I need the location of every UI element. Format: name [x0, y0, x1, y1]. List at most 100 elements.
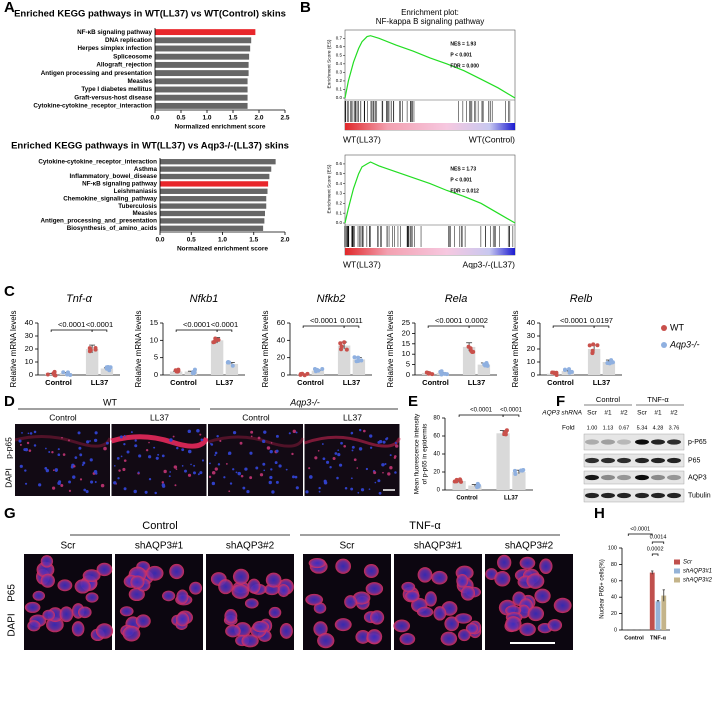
nucleus	[27, 432, 30, 435]
nucleus	[174, 484, 177, 487]
nucleus	[351, 449, 354, 452]
data-dot	[610, 360, 615, 365]
fold-value: 4.28	[653, 425, 664, 431]
nucleus	[271, 490, 275, 494]
nucleus	[62, 453, 66, 456]
nucleus	[322, 457, 326, 461]
nucleus	[378, 491, 382, 495]
y-tick-label: 20	[277, 353, 285, 362]
nucleus	[18, 439, 22, 443]
cell	[146, 565, 164, 581]
y-tick-label: 0.5	[336, 53, 343, 58]
bar	[155, 29, 256, 36]
nucleus	[263, 430, 267, 434]
nucleus	[24, 469, 27, 472]
band	[601, 457, 615, 464]
y-tick-label: 5	[154, 353, 158, 362]
nucleus	[257, 436, 261, 440]
nucleus	[119, 435, 123, 439]
nucleus	[368, 488, 371, 490]
legend-label: shAQP3#1	[683, 569, 712, 575]
nucleus	[74, 456, 78, 459]
y-tick-label: 20	[527, 344, 535, 353]
nucleus	[336, 476, 339, 480]
nucleus	[228, 451, 232, 455]
nucleus	[249, 451, 253, 455]
nucleus	[157, 453, 160, 456]
nucleus	[211, 481, 216, 486]
cell	[460, 585, 476, 601]
nucleus	[262, 462, 266, 466]
bracket	[302, 325, 345, 328]
cell	[128, 587, 145, 602]
bracket	[627, 533, 653, 536]
cell	[95, 623, 114, 639]
data-dot	[521, 468, 526, 473]
data-dot	[65, 372, 70, 377]
y-tick-label: 10	[402, 349, 410, 358]
nucleus	[209, 462, 211, 465]
data-dot	[590, 351, 595, 356]
category-label: Tuberculosis	[118, 203, 157, 210]
bracket	[502, 414, 520, 417]
nucleus	[263, 469, 266, 472]
nucleus	[344, 486, 348, 490]
panel-label: F	[556, 393, 565, 410]
nucleus	[148, 441, 150, 444]
y-tick-label: 20	[433, 470, 440, 476]
bar	[160, 203, 267, 209]
nucleus	[192, 471, 196, 475]
y-tick-label: 10	[527, 357, 535, 366]
bar	[468, 485, 482, 490]
nucleus	[168, 475, 171, 478]
nucleus	[148, 455, 152, 459]
nucleus	[201, 459, 205, 462]
band	[617, 457, 631, 464]
nucleus	[232, 431, 237, 435]
x-tick-label: 0.5	[176, 115, 185, 122]
cell	[231, 584, 250, 599]
chart-title: Relb	[570, 293, 593, 305]
nucleus	[350, 477, 353, 480]
cell	[539, 558, 553, 574]
nucleus	[83, 488, 87, 492]
x-tick-label: 0.0	[155, 237, 164, 244]
nucleus	[337, 449, 340, 452]
data-dot	[512, 468, 517, 473]
data-dot	[595, 343, 600, 348]
cell	[335, 558, 352, 574]
category-label: Inflammatory_bowel_disease	[70, 173, 158, 180]
data-dot	[45, 372, 50, 377]
data-dot	[107, 368, 112, 373]
nucleus	[208, 475, 212, 479]
data-dot	[216, 337, 221, 342]
cell	[252, 620, 270, 633]
annotation: NES = 1.93	[450, 41, 476, 47]
p-value: <0.0001	[211, 320, 238, 329]
p-value: <0.0001	[435, 316, 462, 325]
cell	[169, 563, 185, 580]
nucleus	[387, 472, 391, 476]
tissue-image	[304, 424, 400, 496]
y-tick-label: 0	[29, 370, 33, 379]
legend-marker	[674, 568, 680, 574]
data-dot	[471, 349, 476, 354]
category-label: Cytokine-cytokine_receptor_interaction	[38, 158, 157, 165]
group-label: TNF-α	[409, 520, 441, 532]
nucleus	[85, 490, 89, 494]
legend-label: WT	[670, 322, 684, 332]
data-dot	[300, 371, 305, 376]
category-label: Leishmaniasis	[114, 188, 158, 195]
data-dot	[356, 355, 361, 360]
epidermis	[303, 435, 401, 448]
data-dot	[320, 366, 325, 371]
data-dot	[230, 363, 235, 368]
nucleus	[105, 441, 109, 445]
nucleus	[126, 450, 130, 454]
data-dot	[338, 341, 343, 346]
group-label: WT(LL37)	[343, 134, 381, 144]
cell	[59, 606, 74, 623]
stain-label: DAPI	[7, 613, 18, 636]
band-label: P65	[688, 457, 701, 464]
cell	[122, 625, 141, 642]
